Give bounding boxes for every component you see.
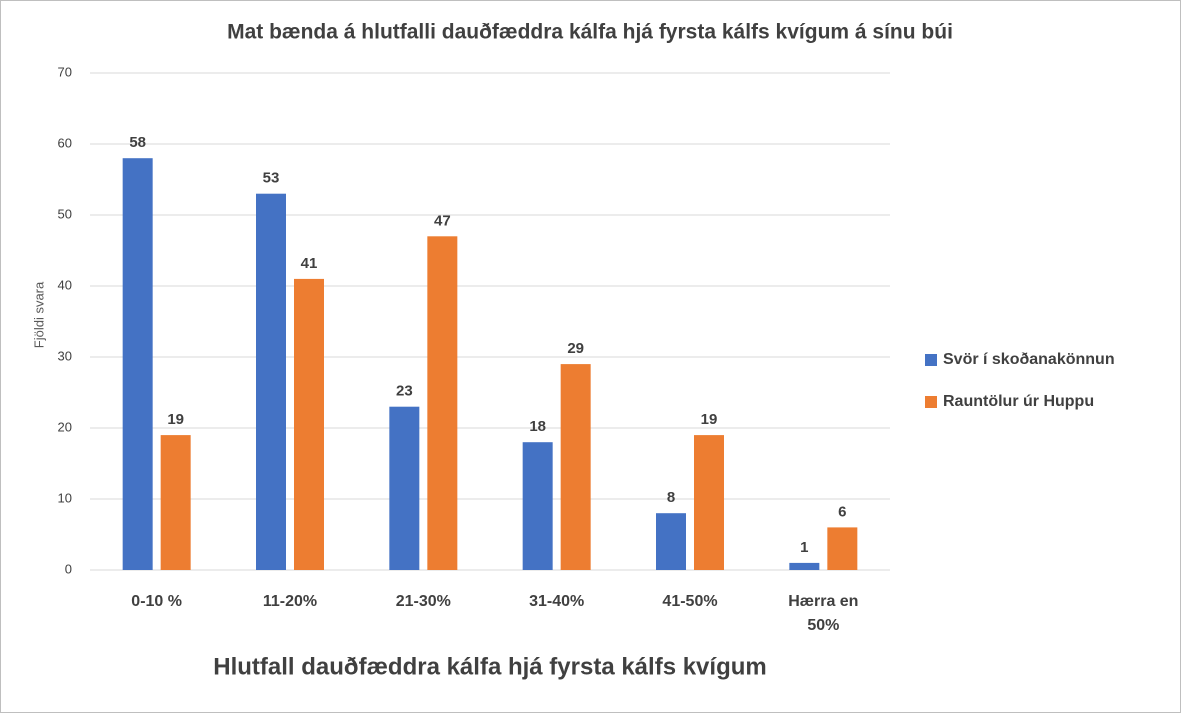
bar — [656, 513, 686, 570]
x-tick-label: 41-50% — [662, 593, 718, 610]
data-label: 29 — [567, 340, 584, 357]
x-tick-label: 0-10 % — [131, 593, 182, 610]
data-label: 6 — [838, 503, 846, 520]
legend-label: Svör í skoðanakönnun — [943, 351, 1115, 368]
chart-title: Mat bænda á hlutfalli dauðfæddra kálfa h… — [227, 21, 953, 44]
y-tick-label: 70 — [58, 64, 72, 79]
data-label: 47 — [434, 212, 451, 229]
bar — [560, 364, 591, 570]
bar — [256, 193, 286, 570]
data-label: 58 — [129, 134, 146, 151]
data-label: 23 — [396, 383, 413, 400]
data-label: 18 — [529, 418, 546, 435]
y-axis-title: Fjöldi svara — [31, 281, 46, 348]
data-label: 8 — [667, 489, 675, 506]
bar — [522, 442, 553, 570]
legend-swatch — [925, 396, 937, 408]
bar — [294, 278, 324, 570]
legend-label: Rauntölur úr Huppu — [943, 393, 1094, 410]
data-label: 53 — [263, 170, 280, 187]
data-label: 19 — [167, 411, 184, 428]
data-label: 41 — [301, 255, 318, 272]
legend-swatch — [925, 354, 937, 366]
x-axis-title: Hlutfall dauðfæddra kálfa hjá fyrsta kál… — [213, 653, 766, 680]
y-tick-label: 0 — [65, 561, 72, 576]
bar — [694, 435, 724, 570]
y-tick-label: 30 — [58, 348, 72, 363]
bar — [827, 527, 858, 570]
x-tick-label: 21-30% — [395, 593, 451, 610]
y-tick-label: 20 — [58, 419, 72, 434]
data-label: 1 — [800, 539, 808, 556]
x-tick-label: Hærra en 50% — [788, 593, 859, 634]
data-label: 19 — [701, 411, 718, 428]
bar — [427, 236, 458, 571]
bar — [160, 435, 191, 570]
y-tick-label: 50 — [58, 206, 72, 221]
y-tick-label: 40 — [58, 277, 72, 292]
x-tick-label: 11-20% — [262, 593, 318, 610]
y-tick-label: 60 — [58, 135, 72, 150]
bar — [789, 562, 820, 570]
x-tick-label: 31-40% — [529, 593, 585, 610]
y-tick-label: 10 — [58, 490, 72, 505]
bar — [122, 158, 153, 570]
bar — [389, 406, 420, 570]
